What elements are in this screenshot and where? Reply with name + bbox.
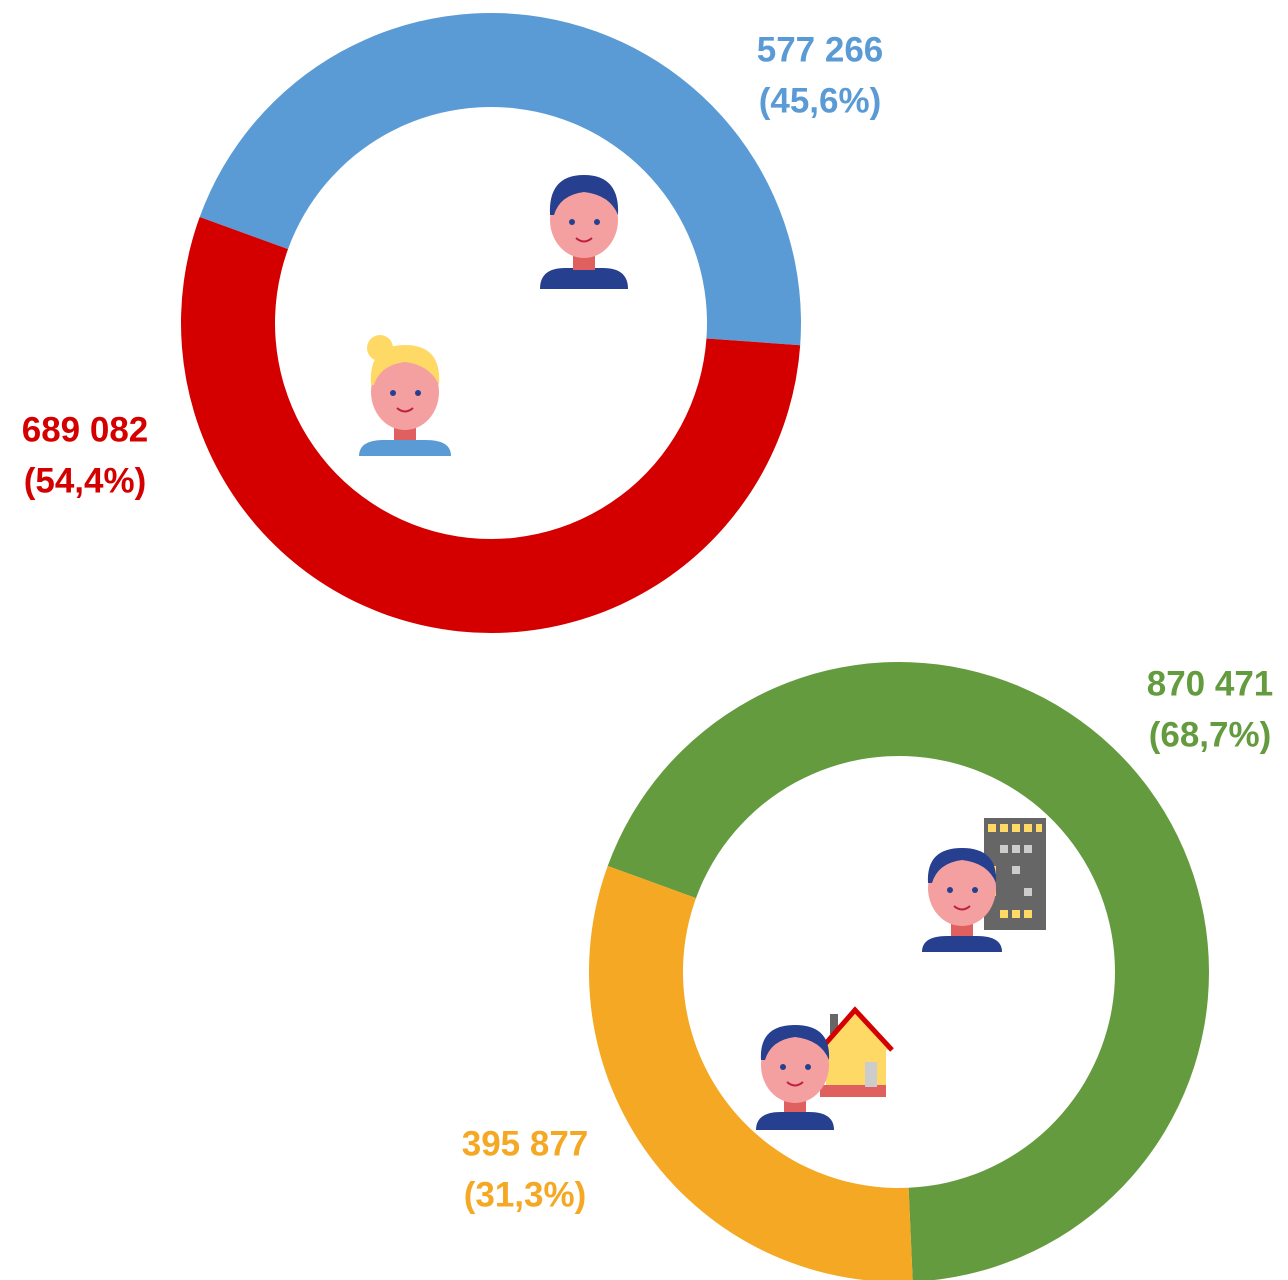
value-label: 577 266 (757, 30, 884, 69)
page: 577 266 (45,6%) 689 082 (54,4%) 870 471 (68,7… (0, 0, 1288, 1280)
percent-label: (31,3%) (464, 1175, 587, 1214)
percent-label: (68,7%) (1149, 715, 1272, 754)
value-label: 870 471 (1147, 664, 1274, 703)
percent-label: (45,6%) (759, 81, 882, 120)
value-label: 395 877 (462, 1124, 589, 1163)
value-label: 689 082 (22, 410, 149, 449)
woman-icon (359, 335, 451, 456)
city-icon (922, 818, 1046, 952)
percent-label: (54,4%) (24, 461, 147, 500)
donut-segment (200, 13, 801, 345)
man-icon (540, 175, 628, 289)
chart: 577 266 (45,6%) 689 082 (54,4%) 870 471 (68,7… (0, 0, 1288, 1280)
house-icon (756, 1010, 892, 1130)
